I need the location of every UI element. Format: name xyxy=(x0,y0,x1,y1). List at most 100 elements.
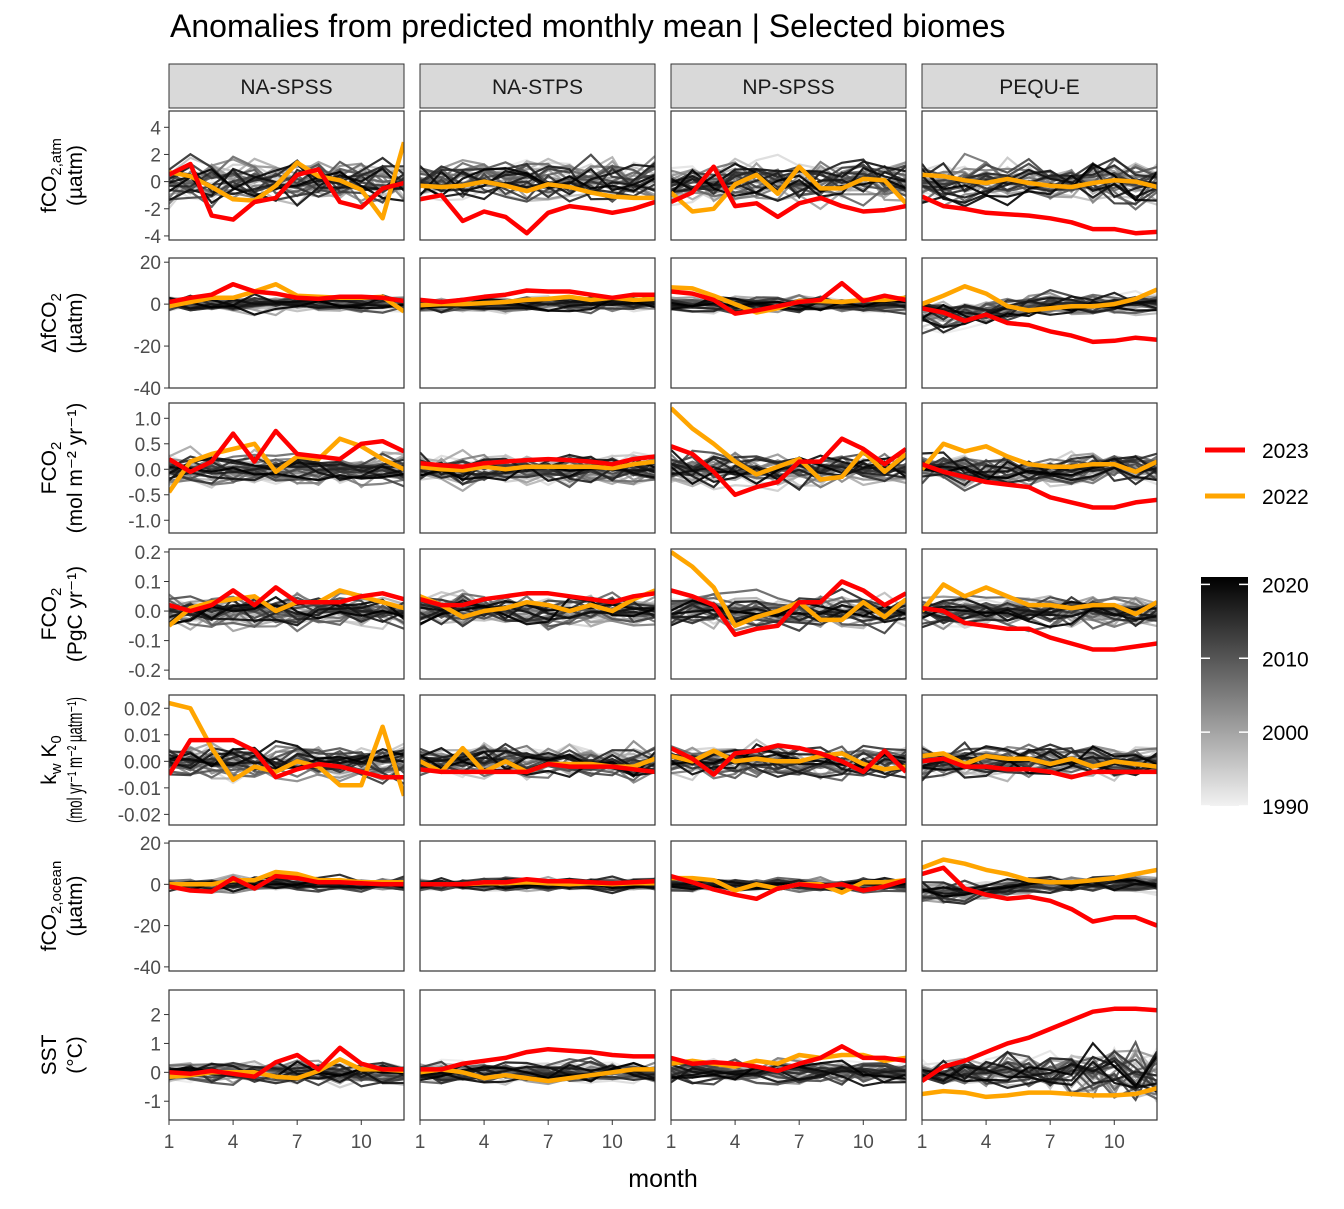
facet-label: NA-STPS xyxy=(492,76,583,99)
series-line-2013 xyxy=(169,452,404,482)
panel xyxy=(922,441,1157,510)
panel xyxy=(169,869,404,895)
x-tick-label: 1 xyxy=(666,1132,677,1153)
y-tick-label: -0.02 xyxy=(118,805,161,826)
series-line-2021 xyxy=(169,466,404,482)
series-line-2022 xyxy=(420,588,655,620)
series-line-2022 xyxy=(671,406,906,482)
row-label: kw K0 (mol yr⁻¹ m⁻² µatm⁻¹) xyxy=(38,697,87,823)
series-line-2017 xyxy=(922,1050,1157,1085)
series-line-2022 xyxy=(671,748,906,772)
row-label-line2: (PgC yr⁻¹) xyxy=(64,566,87,662)
series-line-2023 xyxy=(169,428,404,475)
panel-border xyxy=(921,989,1158,1121)
series-line-2022 xyxy=(922,582,1157,617)
series-line-2020 xyxy=(671,162,906,198)
series-line-2019 xyxy=(420,749,655,772)
panel-border xyxy=(419,840,656,972)
y-tick-label: 0 xyxy=(150,295,161,316)
x-tick-label: 10 xyxy=(602,1132,623,1153)
panel-border xyxy=(921,840,1158,972)
series-line-2022 xyxy=(671,550,906,629)
panel xyxy=(922,582,1157,652)
series-line-2020 xyxy=(169,162,404,205)
series-line-2019 xyxy=(671,160,906,187)
row-label: SST (°C) xyxy=(38,1034,87,1075)
series-line-2020 xyxy=(922,174,1157,208)
series-line-2022 xyxy=(671,164,906,214)
series-line-2018 xyxy=(922,747,1157,779)
x-tick-label: 4 xyxy=(981,1132,992,1153)
series-line-2016 xyxy=(671,299,906,314)
series-line-2021 xyxy=(922,1041,1157,1088)
series-line-2020 xyxy=(922,600,1157,621)
panel-border xyxy=(419,694,656,826)
x-tick-label: 10 xyxy=(351,1132,372,1153)
series-line-2022 xyxy=(420,179,655,201)
series-line-2023 xyxy=(922,756,1157,780)
series-line-1995 xyxy=(169,742,404,768)
y-tick-label: 20 xyxy=(140,834,161,855)
row-label: FCO2 (PgC yr⁻¹) xyxy=(38,566,87,662)
facet-strip xyxy=(168,63,405,109)
row-label: FCO2 (mol m⁻² yr⁻¹) xyxy=(38,403,87,534)
series-line-2023 xyxy=(671,436,906,498)
series-line-2022 xyxy=(420,459,655,473)
series-line-2022 xyxy=(922,172,1157,190)
facet-strip xyxy=(419,63,656,109)
row-label-line1: FCO2 xyxy=(38,442,65,495)
y-tick-label: -1 xyxy=(144,1092,161,1113)
facet-label: NP-SPSS xyxy=(742,76,834,99)
x-tick-label: 10 xyxy=(853,1132,874,1153)
series-line-2023 xyxy=(671,873,906,902)
panel xyxy=(671,873,906,902)
series-line-2002 xyxy=(671,452,906,483)
panel-border xyxy=(168,110,405,241)
row-label-line2: (µatm) xyxy=(64,875,87,936)
y-tick-label: 2 xyxy=(150,145,161,166)
panel-border xyxy=(921,110,1158,241)
series-line-2021 xyxy=(420,166,655,198)
y-tick-label: 20 xyxy=(140,253,161,274)
series-line-2016 xyxy=(169,602,404,624)
panel-border xyxy=(670,402,907,534)
x-tick-label: 4 xyxy=(228,1132,239,1153)
series-line-2022 xyxy=(169,436,404,494)
panel xyxy=(922,152,1157,236)
series-line-2021 xyxy=(169,296,404,316)
series-line-2023 xyxy=(922,605,1157,652)
x-tick-label: 7 xyxy=(1045,1132,1056,1153)
facet-label: NA-SPSS xyxy=(240,76,332,99)
series-line-2022 xyxy=(922,1086,1157,1100)
row-label-line1: ΔfCO2 xyxy=(38,293,65,353)
series-line-2007 xyxy=(420,161,655,191)
y-tick-label: 0.02 xyxy=(124,699,161,720)
panel-border xyxy=(168,402,405,534)
panel xyxy=(671,406,906,498)
y-tick-label: -40 xyxy=(134,379,161,400)
panel-border xyxy=(670,257,907,389)
series-line-2020 xyxy=(922,1060,1157,1089)
x-tick-label: 1 xyxy=(917,1132,928,1153)
y-tick-label: -0.01 xyxy=(118,779,161,800)
series-line-2022 xyxy=(420,1067,655,1084)
series-line-2018 xyxy=(671,879,906,892)
y-tick-label: 0.00 xyxy=(124,752,161,773)
panel xyxy=(420,875,655,895)
panel xyxy=(922,741,1157,783)
y-tick-label: 0 xyxy=(150,1063,161,1084)
series-line-2019 xyxy=(169,1060,404,1085)
panel xyxy=(169,585,404,633)
series-line-2019 xyxy=(169,752,404,770)
facet-strip xyxy=(670,63,907,109)
panel-border xyxy=(168,840,405,972)
x-tick-label: 7 xyxy=(543,1132,554,1153)
series-line-2019 xyxy=(922,750,1157,774)
panel xyxy=(169,141,404,222)
series-line-2023 xyxy=(420,761,655,775)
y-tick-label: -0.5 xyxy=(128,486,161,507)
colorbar-label: 2010 xyxy=(1262,648,1309,671)
y-tick-label: 0.0 xyxy=(135,602,161,623)
y-tick-label: -20 xyxy=(134,917,161,938)
panel-border xyxy=(670,548,907,680)
